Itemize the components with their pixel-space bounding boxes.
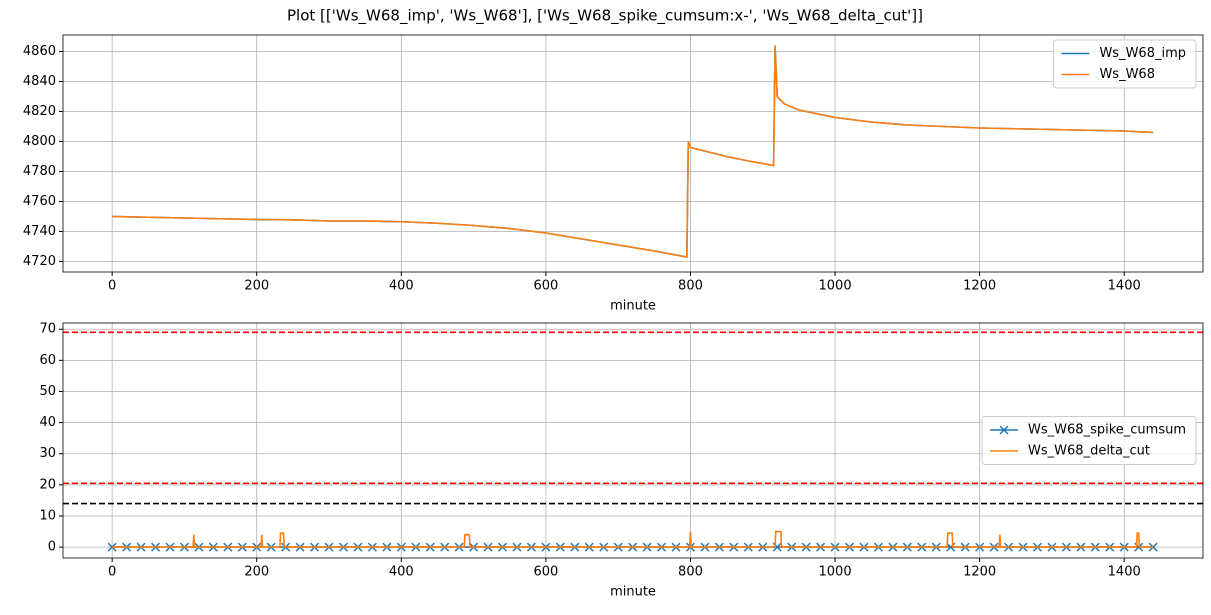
series-line	[112, 45, 1154, 258]
y-tick-label: 4800	[23, 134, 56, 149]
y-tick-label: 4820	[23, 104, 56, 119]
x-tick-label: 1000	[819, 565, 852, 580]
y-tick-label: 60	[39, 353, 56, 368]
y-tick-label: 4860	[23, 44, 56, 59]
x-tick-label: 400	[389, 279, 414, 294]
y-tick-label: 30	[39, 446, 56, 461]
marker	[107, 542, 117, 552]
y-tick-label: 70	[39, 322, 56, 337]
legend-frame	[981, 416, 1197, 465]
x-tick-label: 1000	[819, 279, 852, 294]
axes-frame	[62, 322, 1204, 559]
x-tick-label: 1400	[1108, 279, 1141, 294]
legend-marker	[999, 425, 1009, 435]
x-tick-label: 200	[244, 279, 269, 294]
y-tick-label: 50	[39, 384, 56, 399]
legend-label: Ws_W68_spike_cumsum	[1028, 423, 1186, 438]
y-tick-label: 4760	[23, 194, 56, 209]
legend-frame	[1052, 39, 1197, 89]
x-tick-label: 1200	[963, 279, 996, 294]
y-tick-label: 4720	[23, 254, 56, 269]
x-axis-label: minute	[610, 585, 656, 600]
y-tick-label: 4780	[23, 164, 56, 179]
y-tick-label: 4840	[23, 74, 56, 89]
x-tick-label: 400	[389, 565, 414, 580]
legend-label: Ws_W68	[1099, 67, 1155, 82]
x-tick-label: 800	[678, 279, 703, 294]
y-tick-label: 20	[39, 477, 56, 492]
series-line	[112, 530, 1154, 548]
x-axis-label: minute	[610, 299, 656, 314]
axes-frame	[62, 34, 1204, 273]
legend: Ws_W68_imp Ws_W68	[1052, 39, 1197, 89]
x-tick-label: 1400	[1108, 565, 1141, 580]
x-tick-label: 800	[678, 565, 703, 580]
y-tick-label: 4740	[23, 224, 56, 239]
y-tick-label: 0	[48, 540, 56, 555]
y-tick-label: 40	[39, 415, 56, 430]
legend: Ws_W68_spike_cumsum Ws_W68_delta_cut	[981, 416, 1197, 465]
legend-label: Ws_W68_delta_cut	[1028, 444, 1150, 459]
x-tick-label: 0	[108, 565, 116, 580]
legend-label: Ws_W68_imp	[1099, 46, 1186, 61]
y-tick-label: 10	[39, 508, 56, 523]
x-tick-label: 600	[533, 565, 558, 580]
figure-title: Plot [['Ws_W68_imp', 'Ws_W68'], ['Ws_W68…	[287, 7, 923, 26]
x-tick-label: 0	[108, 279, 116, 294]
x-tick-label: 200	[244, 565, 269, 580]
x-tick-label: 600	[533, 279, 558, 294]
x-tick-label: 1200	[963, 565, 996, 580]
